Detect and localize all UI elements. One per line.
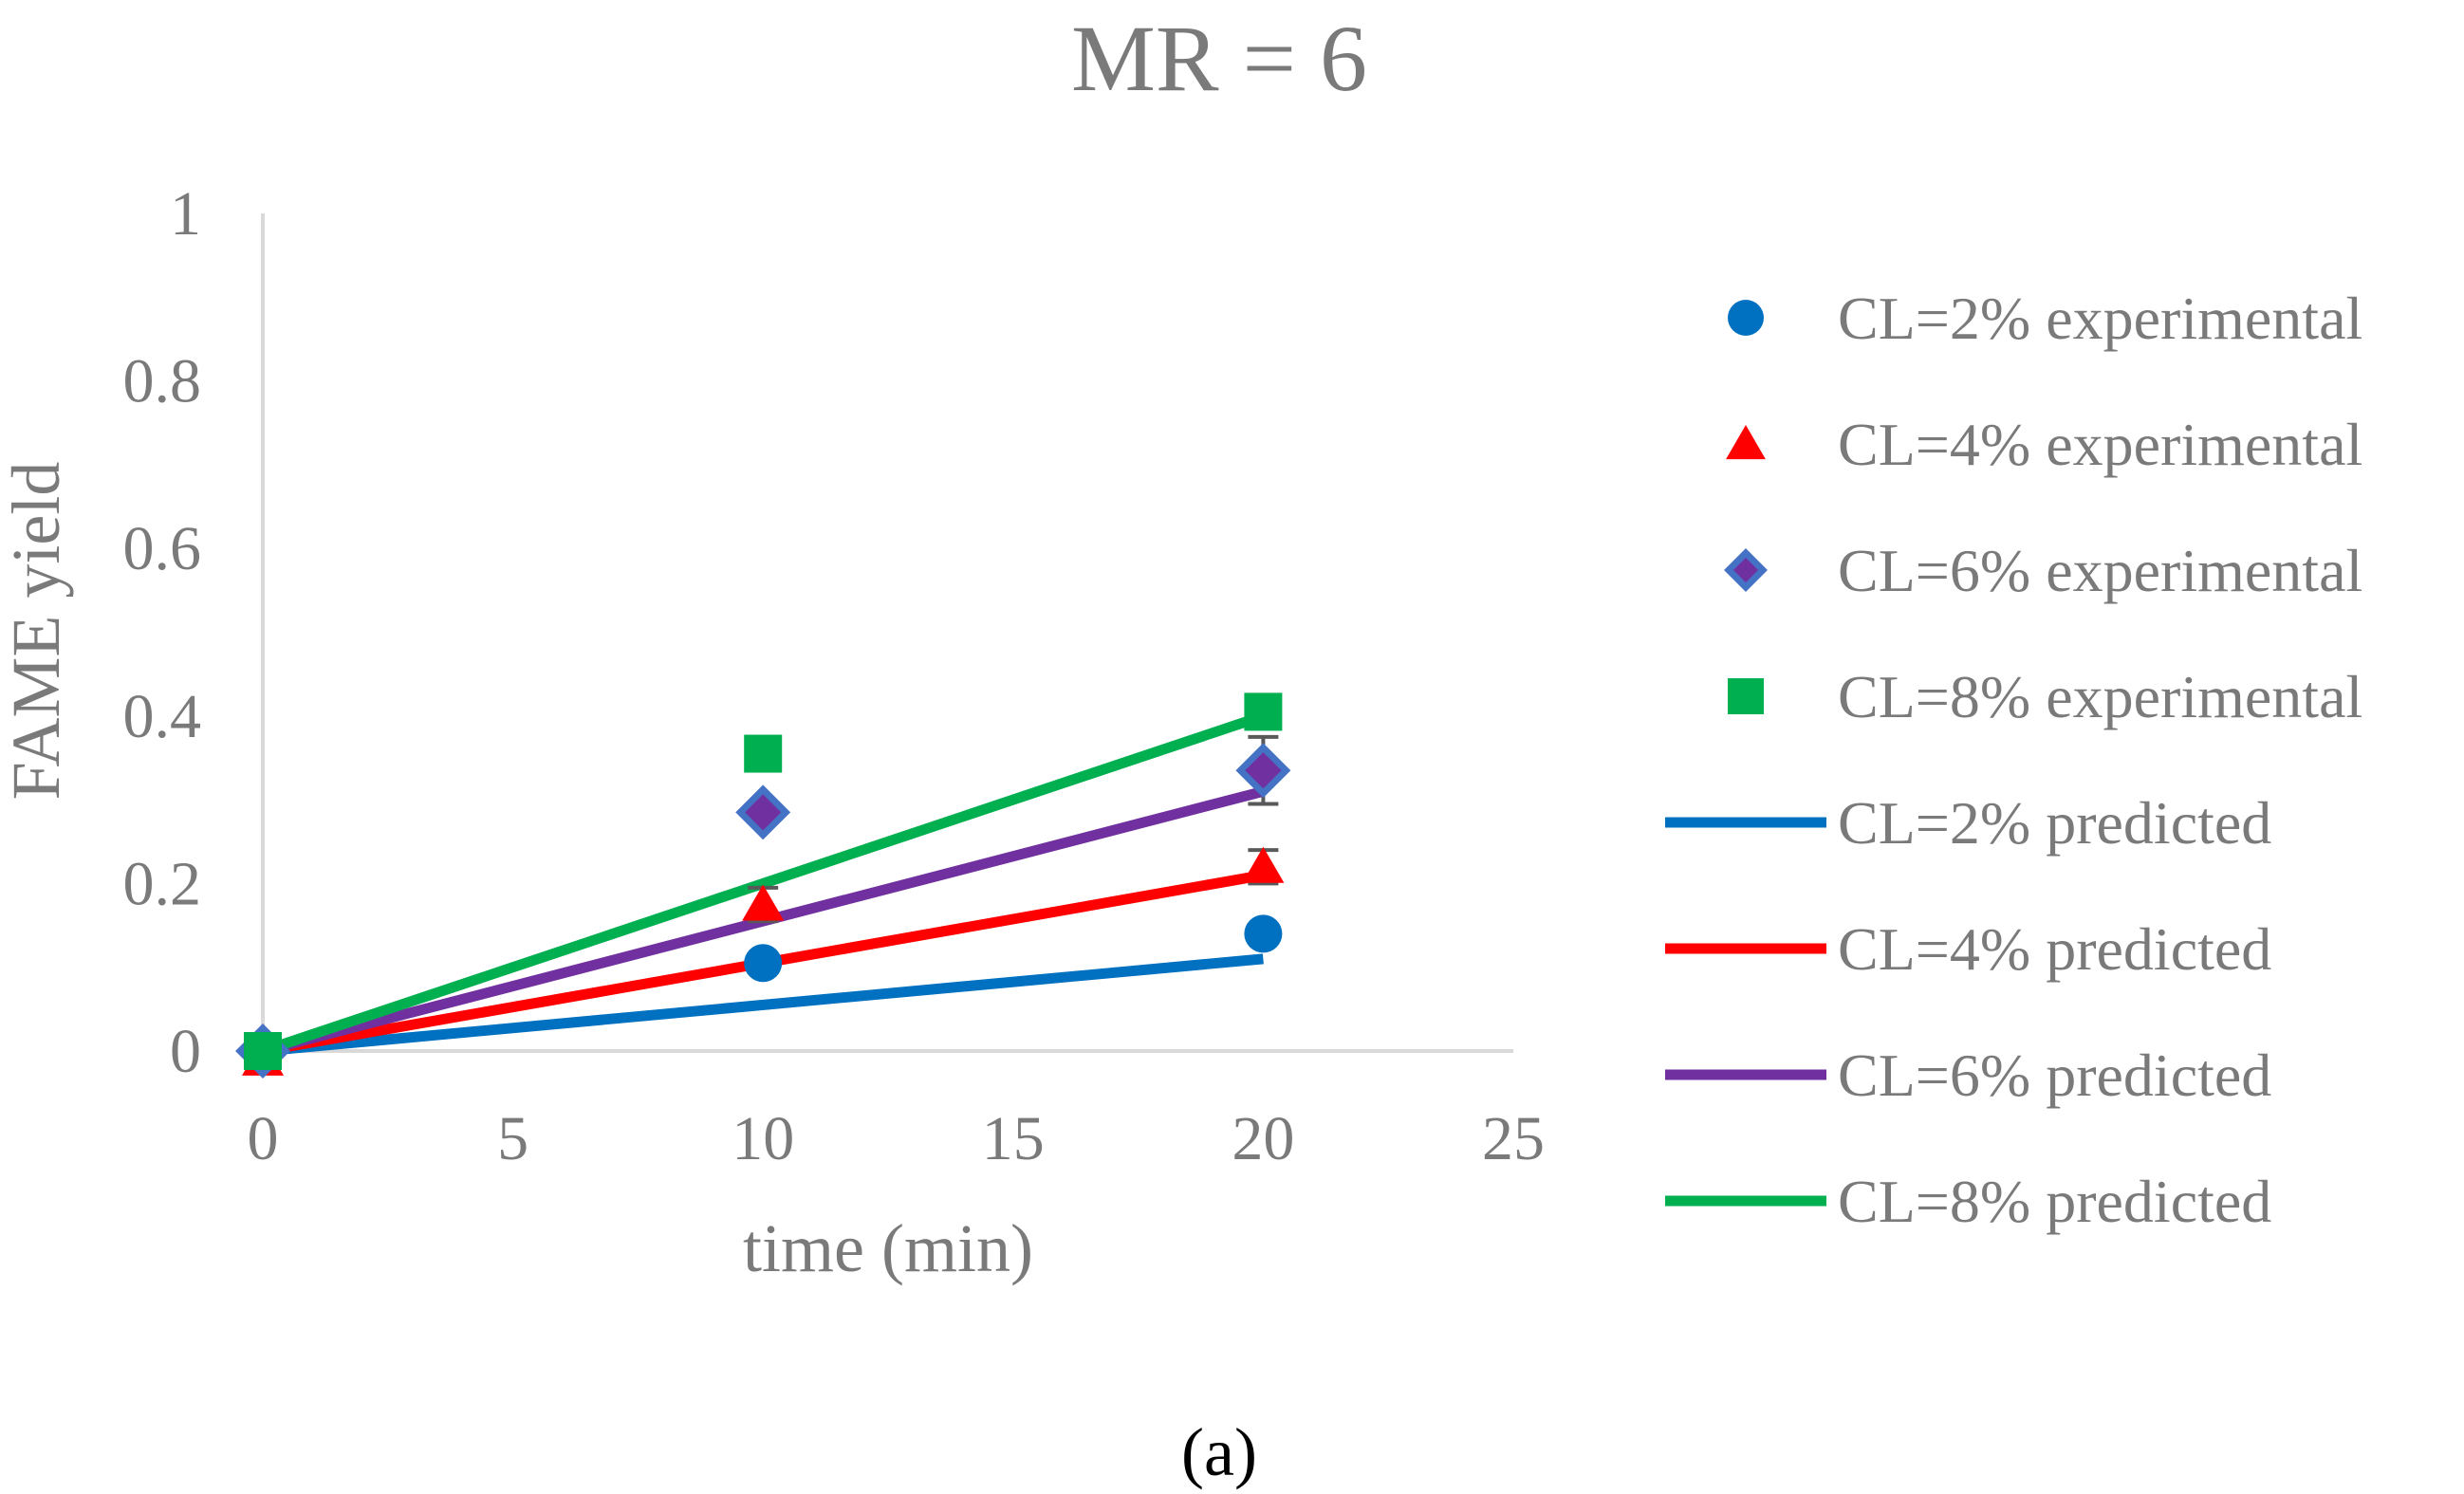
- error-bars: [748, 701, 1279, 974]
- data-point: [735, 784, 791, 840]
- predicted-line: [261, 710, 1266, 1057]
- legend-label: CL=8% predicted: [1838, 1168, 2271, 1235]
- y-tick-label: 0.4: [123, 682, 202, 751]
- legend-marker: [1728, 300, 1764, 336]
- data-point: [1242, 846, 1285, 883]
- data-point: [742, 884, 785, 921]
- x-axis-label: time (min): [743, 1210, 1033, 1286]
- y-tick-label: 0.2: [123, 849, 202, 918]
- x-tick-label: 15: [982, 1104, 1045, 1173]
- legend-label: CL=6% predicted: [1838, 1042, 2271, 1109]
- y-tick-label: 0.6: [123, 514, 202, 583]
- y-axis-label: FAME yield: [0, 462, 74, 801]
- x-tick-label: 25: [1482, 1104, 1545, 1173]
- x-tick-label: 0: [248, 1104, 279, 1173]
- y-tick-label: 0.8: [123, 347, 202, 416]
- legend-marker: [1724, 548, 1768, 592]
- panel-label: (a): [1181, 1414, 1257, 1490]
- y-tick-label: 0: [170, 1017, 201, 1086]
- data-point: [1235, 743, 1291, 799]
- data-point: [744, 734, 783, 773]
- axes: [261, 213, 1513, 1053]
- legend-label: CL=2% experimental: [1838, 285, 2362, 352]
- legend-marker: [1728, 678, 1764, 714]
- legend-label: CL=4% predicted: [1838, 915, 2271, 983]
- chart-title: MR = 6: [1071, 6, 1367, 111]
- data-point: [744, 944, 783, 983]
- x-tick-label: 20: [1232, 1104, 1294, 1173]
- legend-label: CL=6% experimental: [1838, 537, 2362, 604]
- y-tick-labels: 0 0.2 0.4 0.6 0.8 1: [123, 179, 202, 1086]
- legend-label: CL=4% experimental: [1838, 411, 2362, 478]
- x-tick-label: 5: [497, 1104, 528, 1173]
- legend-label: CL=2% predicted: [1838, 789, 2271, 857]
- data-point: [244, 1032, 282, 1070]
- data-point: [1244, 914, 1283, 953]
- legend: CL=2% experimental CL=4% experimental CL=6…: [1665, 285, 2362, 1235]
- data-point: [1244, 692, 1283, 731]
- x-tick-labels: 0 5 10 15 20 25: [248, 1104, 1546, 1173]
- experimental-points: [235, 692, 1291, 1079]
- x-tick-label: 10: [732, 1104, 794, 1173]
- y-tick-label: 1: [170, 179, 201, 249]
- legend-label: CL=8% experimental: [1838, 663, 2362, 730]
- legend-marker: [1726, 425, 1766, 460]
- predicted-line: [262, 953, 1264, 1057]
